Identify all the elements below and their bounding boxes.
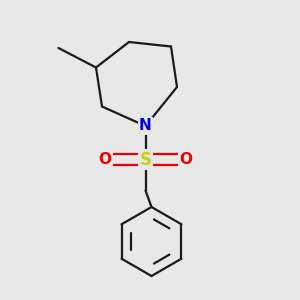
Text: N: N <box>139 118 152 134</box>
Text: S: S <box>140 151 152 169</box>
Text: O: O <box>179 152 193 167</box>
Text: O: O <box>98 152 112 167</box>
